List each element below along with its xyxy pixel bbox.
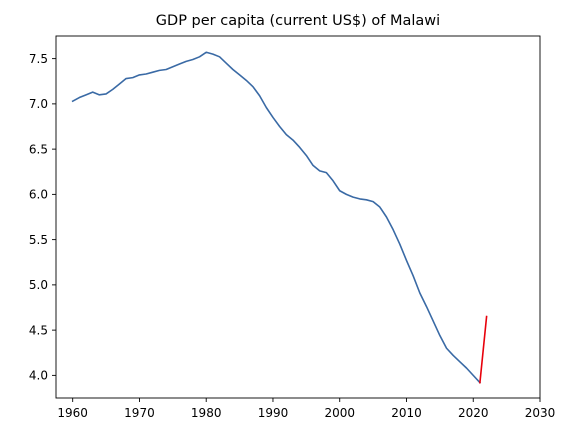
chart-title: GDP per capita (current US$) of Malawi <box>156 13 440 29</box>
x-tick-label: 2020 <box>458 406 489 420</box>
x-tick-label: 2000 <box>324 406 355 420</box>
x-tick-label: 1960 <box>57 406 88 420</box>
series-line-historical <box>71 51 482 384</box>
y-axis: 4.0 4.5 5.0 5.5 6.0 6.5 7.0 7.5 <box>29 52 56 383</box>
y-tick-label: 4.5 <box>29 323 48 337</box>
x-tick-label: 2030 <box>525 406 556 420</box>
y-tick-label: 4.0 <box>29 369 48 383</box>
x-tick-label: 1980 <box>191 406 222 420</box>
plot-frame <box>55 35 541 399</box>
x-tick-label: 1970 <box>124 406 155 420</box>
y-tick-label: 7.5 <box>29 52 48 66</box>
series-line-forecast <box>479 315 488 384</box>
y-tick-label: 6.5 <box>29 142 48 156</box>
y-tick-label: 5.0 <box>29 278 48 292</box>
x-axis: 1960 1970 1980 1990 2000 2010 2020 2030 <box>57 398 555 420</box>
x-tick-label: 2010 <box>391 406 422 420</box>
y-tick-label: 6.0 <box>29 188 48 202</box>
series-layer <box>71 51 488 384</box>
x-tick-label: 1990 <box>258 406 289 420</box>
y-tick-label: 7.0 <box>29 97 48 111</box>
y-tick-label: 5.5 <box>29 233 48 247</box>
